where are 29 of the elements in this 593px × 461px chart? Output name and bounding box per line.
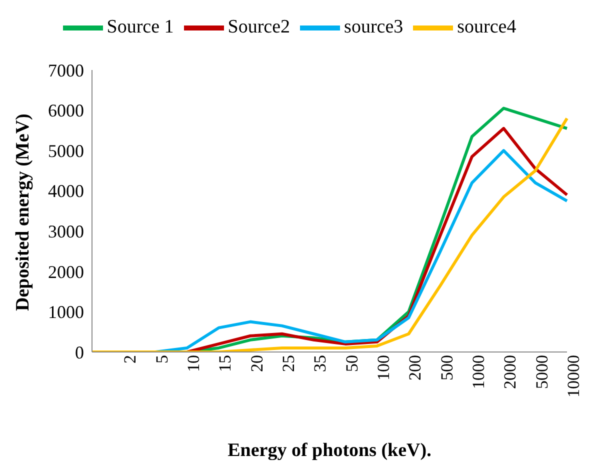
x-tick-label: 1000 (469, 355, 488, 389)
x-tick-label: 25 (279, 355, 298, 372)
x-tick-label: 2000 (500, 355, 520, 389)
y-tick-label: 2000 (48, 262, 84, 282)
legend-label: Source 1 (106, 16, 174, 38)
y-tick-label: 0 (75, 342, 84, 362)
x-tick-label: 10 (184, 355, 204, 372)
y-axis-title: Deposited energy (MeV) (12, 114, 34, 311)
x-tick-label: 5000 (532, 355, 552, 389)
y-tick-label: 3000 (48, 222, 84, 242)
legend-label: source3 (344, 16, 404, 38)
x-tick-label: 5 (152, 355, 172, 364)
x-axis-title: Energy of photons (keV). (228, 440, 432, 461)
y-tick-label: 5000 (48, 140, 84, 161)
x-tick-label: 100 (374, 355, 394, 380)
x-tick-label: 10000 (564, 355, 584, 398)
legend-label: Source2 (228, 16, 290, 38)
legend-label: source4 (457, 16, 516, 38)
x-tick-label: 20 (247, 355, 266, 372)
x-tick-label: 50 (342, 355, 362, 372)
x-tick-label: 500 (437, 355, 456, 380)
x-tick-label: 15 (216, 355, 235, 372)
y-tick-label: 1000 (48, 302, 84, 322)
y-tick-label: 6000 (48, 100, 84, 121)
x-tick-label: 200 (406, 355, 425, 380)
y-tick-label: 7000 (48, 60, 84, 80)
x-tick-label: 35 (310, 355, 330, 372)
x-tick-label: 2 (120, 355, 140, 364)
y-tick-label: 4000 (48, 181, 84, 202)
